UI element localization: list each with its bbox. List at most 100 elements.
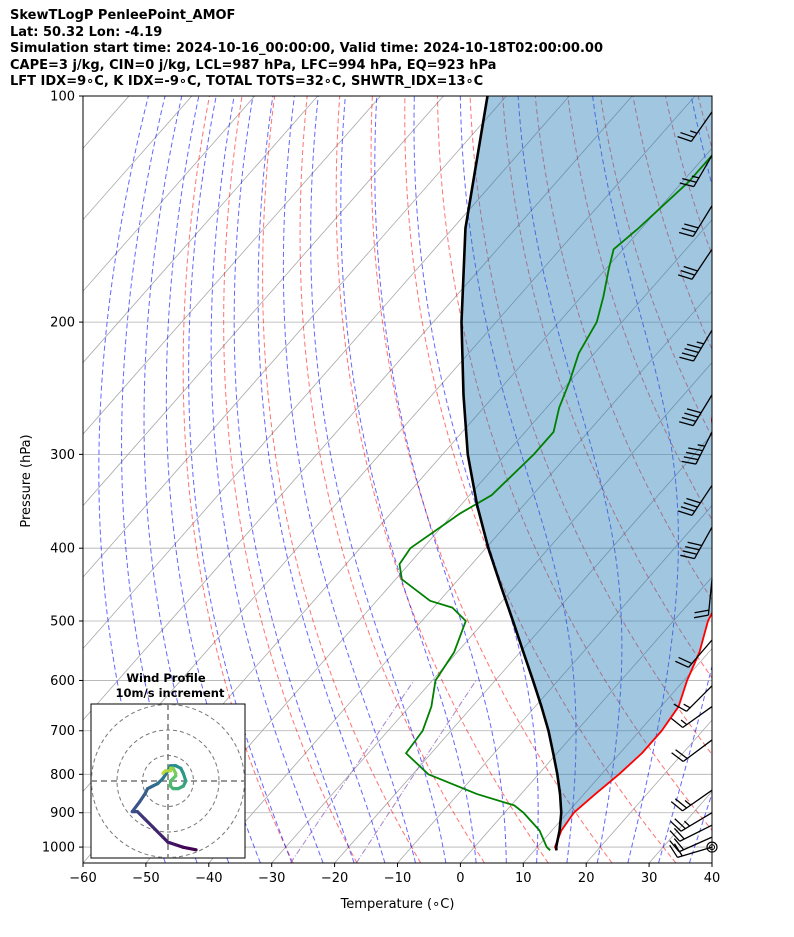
isotherm-line xyxy=(83,96,507,578)
y-tick-label: 200 xyxy=(50,316,75,331)
cape-area xyxy=(461,96,712,851)
isotherm-line xyxy=(83,96,318,364)
isotherm-line xyxy=(585,719,712,863)
dry-adiabat xyxy=(299,96,485,863)
x-tick-label: −40 xyxy=(195,871,222,886)
wind-barb xyxy=(671,739,713,763)
dry-adiabat xyxy=(262,96,422,863)
y-tick-label: 500 xyxy=(50,614,75,629)
chart-title-block: SkewTLogP PenleePoint_AMOF Lat: 50.32 Lo… xyxy=(10,8,603,91)
stability-indices: LFT IDX=9∘C, K IDX=-9∘C, TOTAL TOTS=32∘C… xyxy=(10,74,484,89)
isotherm-line xyxy=(775,96,794,863)
x-tick-label: 30 xyxy=(641,871,658,886)
moist-adiabat xyxy=(210,96,324,863)
axis-ticks: −60 −50 −40 −30 −20 −10 0 10 20 30 40 100 200 300 400 5… xyxy=(42,90,720,887)
dry-adiabat xyxy=(534,96,712,601)
x-tick-label: 20 xyxy=(578,871,595,886)
sounding-profiles xyxy=(398,96,712,851)
isotherm-line xyxy=(83,96,570,650)
mixing-ratio-line xyxy=(290,680,415,863)
station-location: Lat: 50.32 Lon: -4.19 xyxy=(10,24,163,40)
wind-barb xyxy=(681,431,713,465)
hodograph-segment xyxy=(161,769,168,775)
x-tick-label: −10 xyxy=(384,871,411,886)
x-tick-label: −30 xyxy=(258,871,285,886)
background-grid xyxy=(0,96,794,863)
y-tick-label: 800 xyxy=(50,768,75,783)
isotherm-line xyxy=(271,362,712,863)
wind-barb xyxy=(677,485,713,517)
y-tick-label: 600 xyxy=(50,674,75,689)
isotherm-line xyxy=(83,96,444,507)
moist-adiabat xyxy=(310,96,447,863)
wind-barb xyxy=(673,685,713,712)
chart-title: SkewTLogP PenleePoint_AMOF xyxy=(10,8,236,23)
hodograph-subtitle: 10m/s increment xyxy=(116,686,225,700)
moist-adiabat xyxy=(751,96,794,863)
wind-barb xyxy=(670,789,713,812)
dry-adiabat xyxy=(223,96,358,863)
wind-barb xyxy=(679,394,713,427)
wind-barb xyxy=(669,824,713,842)
temperature-line xyxy=(554,412,712,851)
y-tick-label: 700 xyxy=(50,724,75,739)
wind-barb xyxy=(670,706,713,729)
y-tick-label: 900 xyxy=(50,806,75,821)
moist-adiabat xyxy=(459,96,577,863)
isotherm-line xyxy=(522,647,712,863)
simulation-times: Simulation start time: 2024-10-16_00:00:… xyxy=(10,41,603,56)
moist-adiabat xyxy=(233,96,355,863)
wind-barb xyxy=(677,111,713,143)
cape-indices: CAPE=3 j/kg, CIN=0 j/kg, LCL=987 hPa, LF… xyxy=(10,57,497,73)
dry-adiabat xyxy=(697,96,712,150)
isotherm-line xyxy=(83,96,381,435)
moist-adiabat xyxy=(257,96,386,863)
wind-barb xyxy=(693,579,713,619)
isotherm-line xyxy=(0,96,3,863)
isotherm-line xyxy=(208,290,712,863)
wind-barbs xyxy=(669,111,718,859)
moist-adiabat xyxy=(783,96,794,863)
x-tick-label: 40 xyxy=(704,871,721,886)
isotherm-line xyxy=(83,96,256,292)
hodograph-segment xyxy=(151,825,165,839)
dry-adiabat xyxy=(502,96,712,679)
wind-barb xyxy=(679,155,713,188)
x-tick-label: −50 xyxy=(132,871,159,886)
dewpoint-line xyxy=(398,154,712,851)
moist-adiabat xyxy=(592,96,679,863)
moist-adiabat xyxy=(720,96,794,863)
dry-adiabat xyxy=(370,96,613,863)
y-tick-label: 100 xyxy=(50,90,75,105)
hodograph-segment xyxy=(181,845,198,852)
isotherm-line xyxy=(83,96,633,721)
wind-barb xyxy=(679,329,713,362)
y-tick-label: 300 xyxy=(50,448,75,463)
isotherm-line xyxy=(397,505,712,863)
dry-adiabat xyxy=(335,96,549,863)
hodograph-title: Wind Profile xyxy=(126,671,206,685)
moist-adiabat xyxy=(188,96,293,863)
x-tick-label: 10 xyxy=(515,871,532,886)
moist-adiabat xyxy=(688,792,712,863)
x-tick-label: −60 xyxy=(69,871,96,886)
dry-adiabat xyxy=(404,96,677,863)
wind-barb xyxy=(680,526,713,560)
mixing-ratio-line xyxy=(355,680,477,863)
wind-barb xyxy=(678,205,713,238)
wind-barb xyxy=(669,836,713,853)
x-tick-label: −20 xyxy=(321,871,348,886)
x-tick-label: 0 xyxy=(456,871,464,886)
dry-adiabat xyxy=(731,96,794,863)
dry-adiabat xyxy=(567,96,712,521)
isotherm-line xyxy=(334,433,712,863)
wind-barb xyxy=(675,639,713,668)
x-axis-label: Temperature (∘C) xyxy=(340,897,455,912)
wind-barb xyxy=(677,248,713,280)
dry-adiabat xyxy=(469,96,712,756)
hodograph-segment xyxy=(130,799,142,814)
wind-barb xyxy=(670,812,713,832)
y-tick-label: 1000 xyxy=(42,841,75,856)
